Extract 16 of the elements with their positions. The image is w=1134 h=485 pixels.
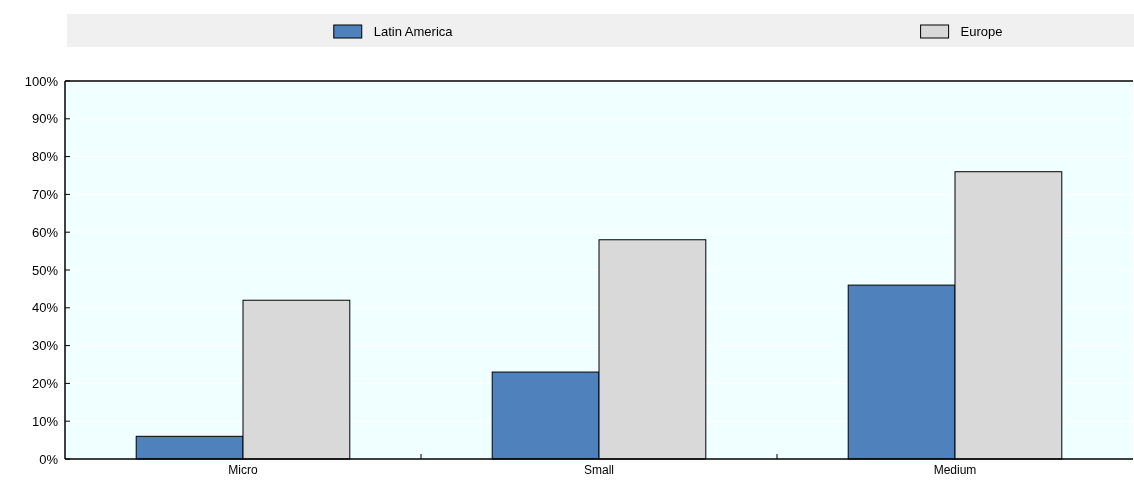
y-tick-label: 40%: [31, 300, 59, 316]
y-tick-label: 70%: [31, 186, 59, 202]
y-tick-label: 80%: [31, 149, 59, 165]
y-tick-label: 20%: [31, 375, 59, 391]
legend-label: Latin America: [373, 24, 454, 40]
y-tick-label: 0%: [39, 451, 59, 467]
y-tick-label: 100%: [24, 73, 59, 89]
y-tick-label: 90%: [31, 111, 59, 127]
y-tick-label: 10%: [31, 413, 59, 429]
x-tick-label: Medium: [933, 463, 977, 477]
x-tick-label: Micro: [228, 463, 258, 477]
legend-label: Europe: [960, 24, 1003, 40]
x-tick-label: Small: [583, 463, 615, 477]
y-tick-label: 50%: [31, 262, 59, 278]
y-tick-label: 60%: [31, 224, 59, 240]
y-tick-label: 30%: [31, 338, 59, 354]
